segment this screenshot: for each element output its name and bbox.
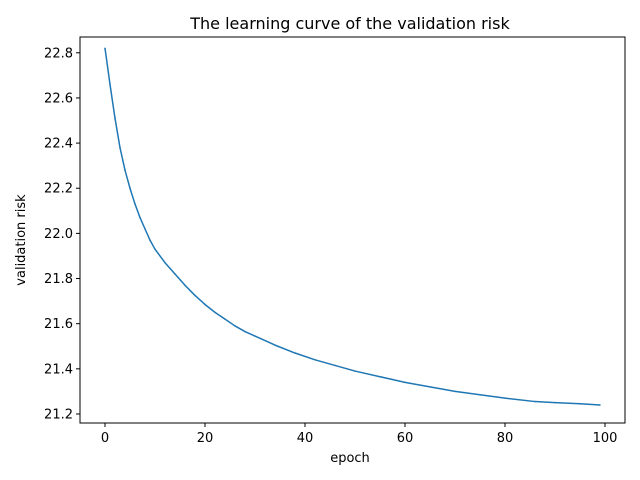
data-point [134, 203, 136, 205]
x-axis-ticks: 0 20 40 60 80 100 [101, 423, 618, 446]
data-point [129, 187, 131, 189]
y-tick-label: 22.0 [44, 227, 73, 242]
y-axis-ticks: 21.2 21.4 21.6 21.8 22.0 22.2 22.4 22.6 22.8 [44, 46, 80, 422]
y-tick-label: 22.6 [44, 91, 73, 106]
data-point [504, 397, 506, 399]
y-tick-label: 21.4 [44, 362, 73, 377]
data-point [244, 330, 246, 333]
data-point [174, 273, 176, 275]
data-point [579, 403, 581, 405]
x-tick-label: 0 [101, 431, 109, 446]
data-point [154, 248, 156, 250]
data-point [104, 47, 106, 50]
x-tick-label: 20 [197, 431, 214, 446]
data-point [139, 216, 141, 219]
series-line [104, 48, 601, 406]
data-point [204, 303, 206, 306]
data-point [379, 375, 381, 378]
series-points [104, 47, 601, 406]
y-tick-label: 22.4 [44, 137, 73, 152]
data-point [429, 386, 431, 388]
y-tick-label: 22.8 [44, 46, 73, 61]
x-tick-label: 80 [497, 431, 514, 446]
data-point [234, 325, 236, 327]
data-point [294, 352, 296, 354]
data-point [314, 359, 316, 361]
data-point [194, 294, 196, 297]
x-axis-label: epoch [330, 451, 370, 466]
plot-frame [79, 36, 626, 424]
y-tick-label: 21.6 [44, 317, 73, 332]
data-point [114, 117, 116, 120]
data-point [354, 370, 356, 372]
data-point [214, 311, 216, 314]
y-tick-label: 22.2 [44, 182, 73, 197]
x-tick-label: 60 [397, 431, 414, 446]
data-point [454, 390, 456, 393]
data-point [534, 400, 536, 403]
data-point [109, 83, 111, 86]
data-point [334, 364, 336, 367]
y-tick-label: 21.8 [44, 272, 73, 287]
y-axis-label: validation risk [14, 194, 29, 286]
data-point [224, 318, 226, 320]
x-tick-label: 40 [297, 431, 314, 446]
data-point [144, 228, 146, 230]
data-point [149, 239, 151, 241]
y-tick-label: 21.2 [44, 407, 73, 422]
data-point [184, 284, 186, 287]
chart-title: The learning curve of the validation ris… [189, 14, 510, 33]
x-tick-label: 100 [593, 431, 618, 446]
data-point [599, 404, 601, 406]
data-point [554, 401, 556, 404]
data-point [404, 381, 406, 384]
data-point [479, 394, 481, 396]
data-point [164, 261, 166, 264]
data-point [274, 344, 276, 346]
data-point [119, 146, 121, 149]
data-point [254, 335, 256, 337]
data-point [124, 169, 126, 171]
